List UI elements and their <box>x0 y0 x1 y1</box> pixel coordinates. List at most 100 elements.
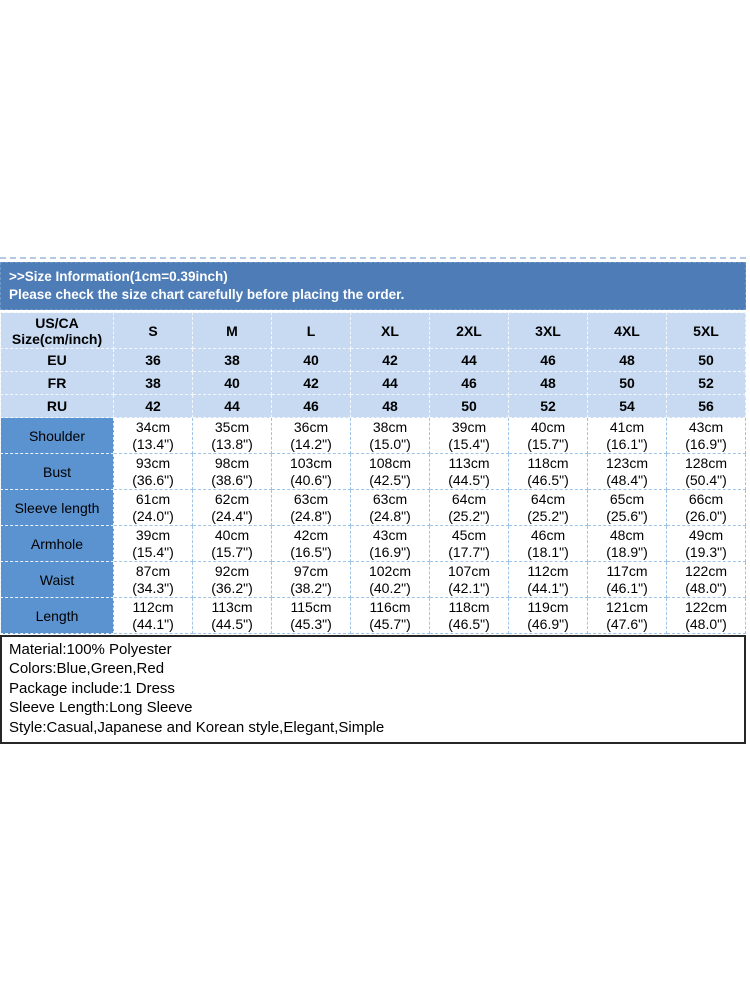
measurement-inch: (25.2") <box>527 507 569 524</box>
measurement-cm: 122cm <box>684 598 728 615</box>
measurement-inch: (44.1") <box>132 615 174 632</box>
conversion-cell: 36 <box>113 348 193 372</box>
measurement-cell: 113cm (44.5") <box>192 597 272 634</box>
measurement-cell: 35cm (13.8") <box>192 417 272 454</box>
measurement-inch: (38.6") <box>211 471 253 488</box>
conversion-row: EU 36 38 40 42 44 46 48 50 <box>0 348 746 372</box>
measurement-inch: (47.6") <box>606 615 648 632</box>
measurement-inch: (17.7") <box>448 543 490 560</box>
measurement-cm: 61cm <box>135 490 171 507</box>
measurement-cm: 112cm <box>132 598 174 615</box>
measurement-cell: 116cm (45.7") <box>350 597 430 634</box>
measurement-cm: 107cm <box>447 562 491 579</box>
conversion-cell: 42 <box>113 394 193 418</box>
measurement-cm: 48cm <box>609 526 645 543</box>
measurement-inch: (40.2") <box>369 579 411 596</box>
measurement-inch: (44.5") <box>211 615 253 632</box>
measurement-cell: 63cm (24.8") <box>350 489 430 526</box>
measurement-row: Waist 87cm (34.3") 92cm (36.2") 97cm (38.2") 10… <box>0 561 746 598</box>
measurement-row: Bust 93cm (36.6") 98cm (38.6") 103cm (40.6") 10… <box>0 453 746 490</box>
measurement-cm: 38cm <box>372 418 408 435</box>
measurement-cm: 65cm <box>609 490 645 507</box>
measurement-cm: 64cm <box>451 490 487 507</box>
measurement-cm: 63cm <box>293 490 329 507</box>
measurement-cell: 98cm (38.6") <box>192 453 272 490</box>
measurement-cell: 93cm (36.6") <box>113 453 193 490</box>
conversion-row-label: FR <box>0 371 114 395</box>
measurement-cell: 122cm (48.0") <box>666 561 746 598</box>
measurement-cm: 116cm <box>369 598 411 615</box>
measurement-cm: 128cm <box>684 454 728 471</box>
measurement-cell: 123cm (48.4") <box>587 453 667 490</box>
conversion-cell: 54 <box>587 394 667 418</box>
measurement-cm: 92cm <box>214 562 250 579</box>
measurement-cell: 66cm (26.0") <box>666 489 746 526</box>
measurement-inch: (15.0") <box>369 435 411 452</box>
measurement-inch: (18.9") <box>606 543 648 560</box>
measurement-cell: 43cm (16.9") <box>350 525 430 562</box>
measurement-cm: 42cm <box>293 526 329 543</box>
measurement-cm: 34cm <box>135 418 171 435</box>
measurement-inch: (42.1") <box>448 579 490 596</box>
measurement-cell: 117cm (46.1") <box>587 561 667 598</box>
conversion-cell: 50 <box>429 394 509 418</box>
measurement-inch: (45.3") <box>290 615 332 632</box>
product-info-line: Colors:Blue,Green,Red <box>9 660 165 678</box>
measurement-inch: (15.7") <box>211 543 253 560</box>
measurement-cm: 93cm <box>135 454 171 471</box>
measurement-cm: 43cm <box>372 526 408 543</box>
measurement-row: Length 112cm (44.1") 113cm (44.5") 115cm (45.3… <box>0 597 746 634</box>
measurement-cell: 108cm (42.5") <box>350 453 430 490</box>
measurement-cell: 38cm (15.0") <box>350 417 430 454</box>
measurement-inch: (34.3") <box>132 579 174 596</box>
measurement-inch: (16.9") <box>369 543 411 560</box>
size-column-header: 3XL <box>508 312 588 349</box>
measurement-cell: 112cm (44.1") <box>508 561 588 598</box>
measurement-inch: (15.7") <box>527 435 569 452</box>
conversion-cell: 48 <box>587 348 667 372</box>
measurement-inch: (40.6") <box>290 471 332 488</box>
corner-label-line1: US/CA <box>35 314 79 331</box>
measurement-inch: (46.5") <box>448 615 490 632</box>
measurement-inch: (24.8") <box>290 507 332 524</box>
measurement-row-label: Sleeve length <box>0 489 114 526</box>
size-header-row: US/CA Size(cm/inch) S M L XL 2XL 3XL 4XL 5XL <box>0 312 746 349</box>
measurement-inch: (16.1") <box>606 435 648 452</box>
conversion-cell: 46 <box>271 394 351 418</box>
size-info-title: >>Size Information(1cm=0.39inch) <box>9 269 228 284</box>
conversion-cell: 40 <box>271 348 351 372</box>
measurement-cell: 118cm (46.5") <box>429 597 509 634</box>
measurement-cell: 63cm (24.8") <box>271 489 351 526</box>
measurement-cell: 49cm (19.3") <box>666 525 746 562</box>
measurement-inch: (42.5") <box>369 471 411 488</box>
measurement-row-label: Shoulder <box>0 417 114 454</box>
measurement-inch: (44.5") <box>448 471 490 488</box>
measurement-cm: 39cm <box>135 526 171 543</box>
measurement-cm: 41cm <box>609 418 645 435</box>
measurement-inch: (13.4") <box>132 435 174 452</box>
measurement-cell: 41cm (16.1") <box>587 417 667 454</box>
measurement-inch: (44.1") <box>527 579 569 596</box>
measurement-row-label: Armhole <box>0 525 114 562</box>
size-column-header: 5XL <box>666 312 746 349</box>
measurement-cm: 113cm <box>448 454 490 471</box>
conversion-cell: 52 <box>508 394 588 418</box>
measurement-cell: 39cm (15.4") <box>429 417 509 454</box>
measurement-cm: 45cm <box>451 526 487 543</box>
measurement-cm: 108cm <box>368 454 412 471</box>
measurement-cm: 121cm <box>605 598 649 615</box>
measurement-cell: 107cm (42.1") <box>429 561 509 598</box>
conversion-cell: 52 <box>666 371 746 395</box>
conversion-cell: 44 <box>192 394 272 418</box>
conversion-cell: 46 <box>429 371 509 395</box>
measurement-row: Sleeve length 61cm (24.0") 62cm (24.4") 63cm(… <box>0 489 746 526</box>
measurement-cell: 45cm (17.7") <box>429 525 509 562</box>
measurement-cell: 34cm (13.4") <box>113 417 193 454</box>
product-info-line: Style:Casual,Japanese and Korean style,E… <box>9 718 385 736</box>
measurement-cell: 112cm (44.1") <box>113 597 193 634</box>
size-column-header: L <box>271 312 351 349</box>
corner-label-line2: Size(cm/inch) <box>11 330 103 347</box>
measurement-cell: 39cm (15.4") <box>113 525 193 562</box>
measurement-inch: (25.2") <box>448 507 490 524</box>
conversion-row-label: EU <box>0 348 114 372</box>
